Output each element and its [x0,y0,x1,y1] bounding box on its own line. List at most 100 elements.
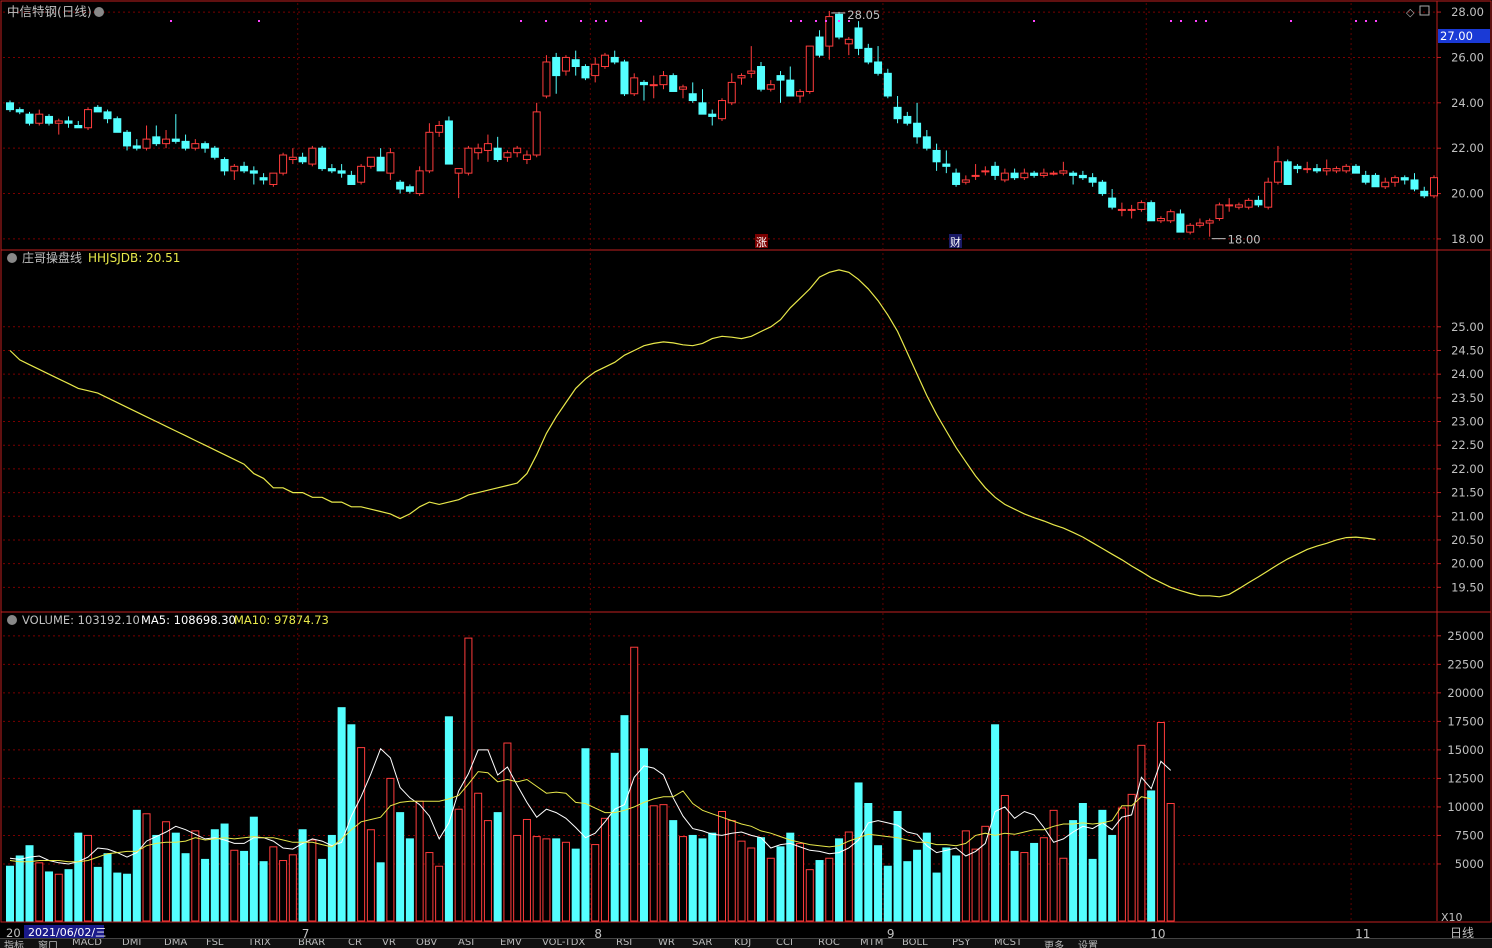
indicator-axis-tick-label: 19.50 [1451,580,1484,594]
tab-14[interactable]: RSI [616,938,633,948]
volume-bar [152,834,161,922]
signal-dot [1195,20,1197,22]
signal-dot [640,20,642,22]
tab-16[interactable]: SAR [692,938,713,948]
candle-body [1381,181,1390,188]
candle-body [132,145,141,149]
volume-bar [64,869,73,922]
tab-8[interactable]: CR [348,938,362,948]
candle-body [1000,172,1009,181]
candle-body [5,102,15,111]
volume-bar [591,844,600,922]
candle-body [483,143,492,151]
volume-bar [220,823,229,922]
candle-body [1059,170,1068,174]
candle-body [503,152,512,158]
candle-body [210,147,219,158]
candle-body [1127,208,1136,211]
volume-axis-tick-label: 7500 [1455,828,1484,842]
tab-22[interactable]: PSY [952,938,971,948]
volume-bar [1059,857,1068,922]
tab-20[interactable]: MTM [860,938,884,948]
high-annotation: 28.05 [847,8,880,22]
candle-body [649,84,658,87]
candle-body [249,170,258,174]
tab-23[interactable]: MCST [994,938,1023,948]
volume-bar [318,858,327,922]
volume-bar [288,854,297,922]
volume-bar [35,862,44,922]
candle-body [737,75,746,79]
tab-6[interactable]: TRIX [248,938,271,948]
tab-12[interactable]: EMV [500,938,522,948]
tab-24[interactable]: 更多 [1044,941,1064,948]
volume-bar [327,834,336,922]
candle-body [1342,165,1351,172]
volume-bar [1030,842,1039,922]
volume-bar [844,831,853,922]
volume-bar [308,839,317,922]
tab-11[interactable]: ASI [458,938,475,948]
tab-4[interactable]: DMA [164,938,188,948]
candle-body [835,13,844,38]
tab-21[interactable]: BOLL [902,938,928,948]
candle-body [1303,168,1312,171]
candle-body [913,122,922,138]
tab-18[interactable]: CCI [776,938,793,948]
volume-bar [581,748,590,922]
price-axis-tick-label: 20.00 [1451,187,1484,201]
volume-bar [483,820,492,922]
indicator-axis-tick-label: 22.50 [1451,438,1484,452]
candle-body [1039,172,1048,176]
volume-bar [1156,722,1165,922]
volume-bar [913,849,922,922]
tab-19[interactable]: ROC [818,938,840,948]
volume-bar [93,866,102,922]
tab-5[interactable]: FSL [206,938,224,948]
volume-bar [103,853,112,922]
candle-body [1322,168,1331,172]
tab-10[interactable]: OBV [416,938,438,948]
candle-body [327,168,336,172]
volume-bar [893,810,902,922]
tab-25[interactable]: 设置 [1078,941,1098,948]
tab-13[interactable]: VOL-TDX [542,938,586,948]
candle-body [113,118,122,133]
candle-body [64,120,73,124]
tab-17[interactable]: KDJ [734,938,752,948]
candle-body [747,70,756,74]
volume-bar [74,832,83,922]
tab-7[interactable]: BRAR [298,938,326,948]
period-label: 日线 [1450,926,1474,940]
candle-body [571,59,580,68]
indicator-axis-tick-label: 21.00 [1451,509,1484,523]
volume-bar [630,646,639,922]
candle-body [825,16,834,47]
volume-bar [981,825,990,922]
candle-body [308,147,317,165]
month-label: 7 [302,927,310,941]
signal-dot [838,20,840,22]
candle-body [698,102,707,115]
candle-body [318,147,327,170]
tab-9[interactable]: VR [382,938,396,948]
candle-body [415,170,424,195]
volume-bar [1108,834,1117,922]
candle-body [103,111,112,120]
outer-frame [0,0,1492,923]
volume-bar [435,865,444,922]
tab-3[interactable]: DMI [122,938,142,948]
tab-15[interactable]: WR [658,938,675,948]
volume-bar [922,832,931,922]
candle-body [386,152,395,174]
candle-body [942,163,951,167]
volume-bar [561,841,570,922]
volume-bar [991,724,1000,922]
tab-0[interactable]: 指标 [4,941,24,948]
tab-1[interactable]: 窗口 [38,941,58,948]
tab-2[interactable]: MACD [72,938,102,948]
candle-body [464,147,473,174]
candle-body [54,120,63,124]
candle-body [269,172,278,185]
candle-body [45,115,54,124]
